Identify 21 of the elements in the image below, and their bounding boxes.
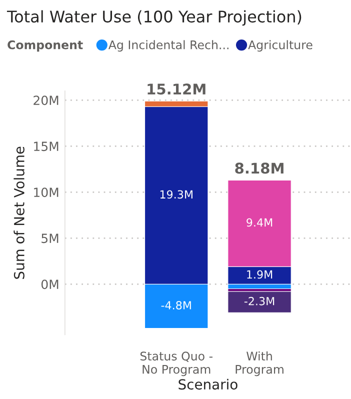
legend-label: Ag Incidental Rech...	[108, 40, 228, 52]
y-axis-title: Sum of Net Volume	[14, 146, 24, 279]
data-label: 1.9M	[247, 270, 272, 279]
data-label: 9.4M	[246, 218, 272, 227]
x-tick-label: With Program	[236, 351, 284, 376]
data-label: -2.3M	[244, 296, 274, 306]
x-tick-label: Status Quo - No Program	[140, 352, 212, 376]
y-tick-label: 5M	[42, 234, 58, 244]
data-label: -4.8M	[161, 301, 191, 310]
y-tick-label: 0M	[41, 280, 58, 290]
x-axis-title: Scenario	[178, 378, 238, 390]
total-label: 15.12M	[148, 84, 206, 95]
total-label: 8.18M	[235, 162, 284, 174]
y-tick-label: 20M	[34, 96, 58, 106]
y-tick-label: 15M	[34, 142, 58, 152]
chart-title: Total Water Use (100 Year Projection)	[6, 10, 302, 26]
data-label: 19.3M	[160, 190, 192, 199]
y-tick-label: 10M	[34, 188, 58, 198]
legend-label: Agriculture	[248, 40, 312, 52]
legend-title: Component	[8, 40, 83, 52]
bar	[228, 291, 292, 313]
